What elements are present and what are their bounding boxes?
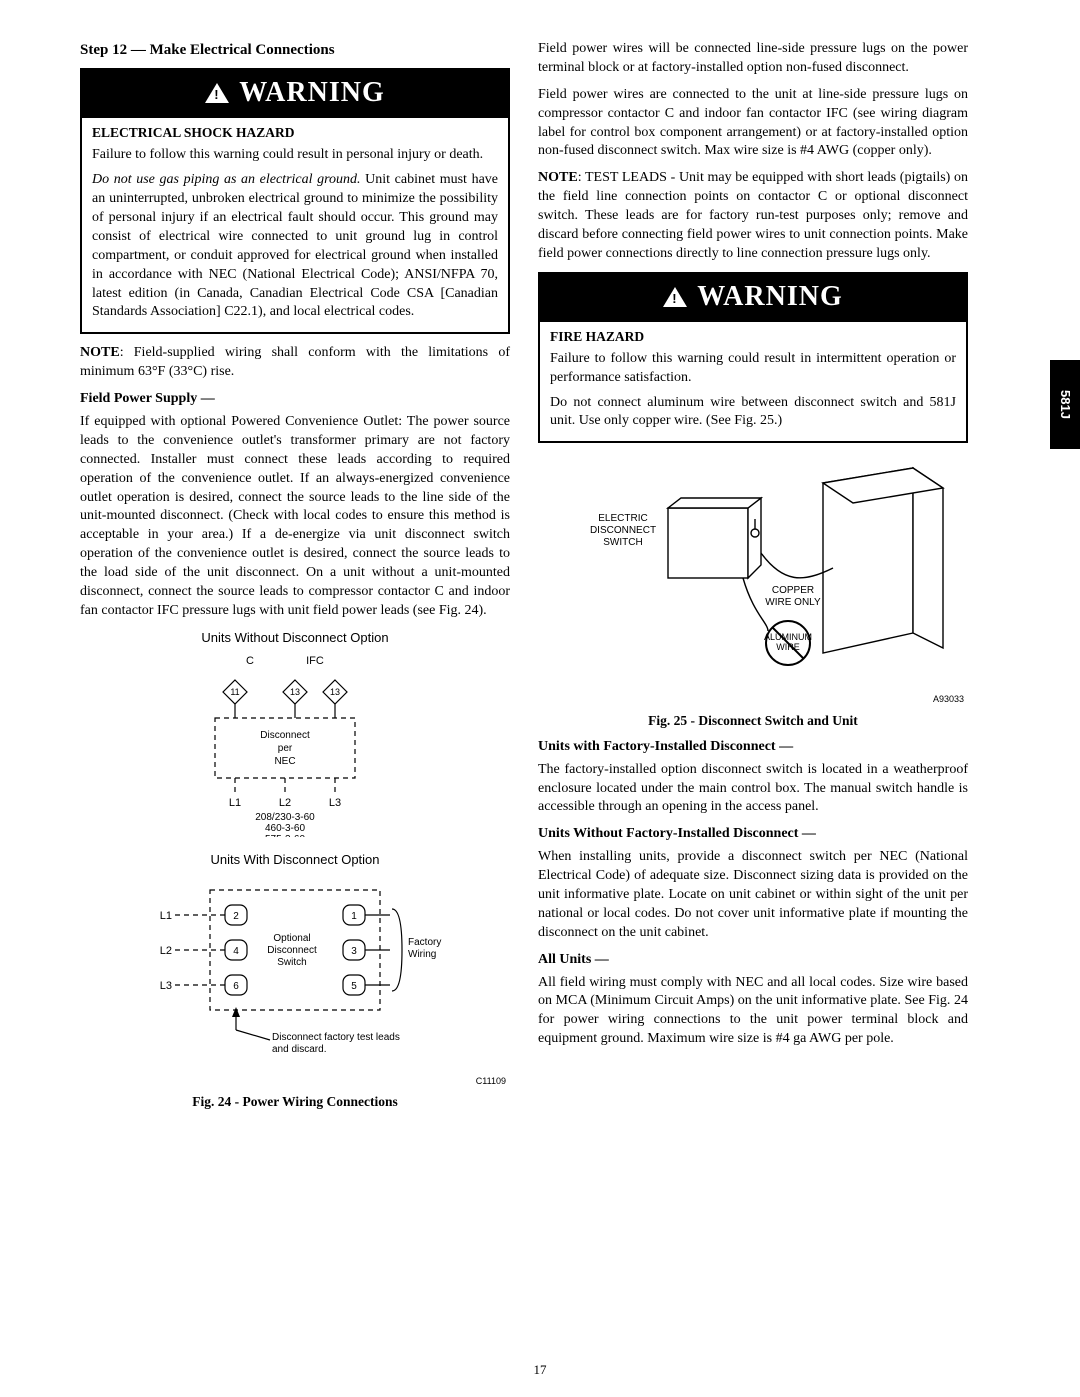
svg-text:2: 2 xyxy=(233,911,239,922)
svg-text:L3: L3 xyxy=(329,797,341,809)
right-h1: Units with Factory-Installed Disconnect … xyxy=(538,738,968,757)
svg-text:13: 13 xyxy=(330,687,340,697)
svg-text:Disconnect factory test leads: Disconnect factory test leads xyxy=(272,1032,400,1043)
right-h3: All Units — xyxy=(538,951,968,970)
svg-text:Disconnect: Disconnect xyxy=(267,945,317,956)
svg-text:L2: L2 xyxy=(279,797,291,809)
figure-24: Units Without Disconnect Option C IFC 11… xyxy=(80,629,510,1111)
fig25-caption: Fig. 25 - Disconnect Switch and Unit xyxy=(538,712,968,730)
disc-l3: NEC xyxy=(274,756,295,767)
svg-text:6: 6 xyxy=(233,981,239,992)
right-column: Field power wires will be connected line… xyxy=(538,40,968,1111)
warning-subhead-fire: FIRE HAZARD xyxy=(550,328,956,346)
right-p5: All field wiring must comply with NEC an… xyxy=(538,974,968,1050)
step-heading: Step 12 — Make Electrical Connections xyxy=(80,40,510,60)
warning-box-shock: WARNING ELECTRICAL SHOCK HAZARD Failure … xyxy=(80,68,510,334)
warning-p1: Failure to follow this warning could res… xyxy=(92,146,498,165)
warning-fire-p1: Failure to follow this warning could res… xyxy=(550,350,956,388)
svg-text:Optional: Optional xyxy=(273,933,310,944)
warning-triangle-icon xyxy=(663,287,687,307)
left-column: Step 12 — Make Electrical Connections WA… xyxy=(80,40,510,1111)
right-h2: Units Without Factory-Installed Disconne… xyxy=(538,825,968,844)
right-p4: When installing units, provide a disconn… xyxy=(538,848,968,942)
fig25-diagram: ELECTRIC DISCONNECT SWITCH COPPER WIRE O… xyxy=(543,453,963,693)
svg-text:IFC: IFC xyxy=(306,655,324,667)
svg-text:208/230-3-60: 208/230-3-60 xyxy=(255,812,315,823)
svg-text:C: C xyxy=(246,655,254,667)
page-columns: Step 12 — Make Electrical Connections WA… xyxy=(80,40,1020,1111)
svg-text:4: 4 xyxy=(233,946,239,957)
svg-text:13: 13 xyxy=(290,687,300,697)
fig24-diagram-b: L1 L2 L3 2 4 6 xyxy=(130,875,460,1075)
svg-text:SWITCH: SWITCH xyxy=(603,537,642,548)
svg-text:L2: L2 xyxy=(160,945,172,957)
warning-fire-p2: Do not connect aluminum wire between dis… xyxy=(550,394,956,432)
right-p2: Field power wires are connected to the u… xyxy=(538,86,968,162)
fig24-code: C11109 xyxy=(80,1075,510,1087)
svg-text:575-3-60: 575-3-60 xyxy=(265,834,305,837)
warning-triangle-icon xyxy=(205,83,229,103)
svg-text:Factory: Factory xyxy=(408,937,441,948)
warning-subhead: ELECTRICAL SHOCK HAZARD xyxy=(92,124,498,142)
warning-title-fire: WARNING xyxy=(697,278,842,316)
right-note-label: NOTE xyxy=(538,170,578,185)
svg-text:5: 5 xyxy=(351,981,357,992)
svg-text:Switch: Switch xyxy=(277,957,306,968)
right-p1: Field power wires will be connected line… xyxy=(538,40,968,78)
svg-text:DISCONNECT: DISCONNECT xyxy=(590,525,656,536)
disc-l2: per xyxy=(278,743,293,754)
warning-title: WARNING xyxy=(239,74,384,112)
disc-l1: Disconnect xyxy=(260,730,310,741)
page-number: 17 xyxy=(534,1361,547,1379)
svg-text:WIRE ONLY: WIRE ONLY xyxy=(765,597,821,608)
fig24-diagram-a: C IFC 11 13 13 xyxy=(165,652,425,837)
note-text: : Field-supplied wiring shall conform wi… xyxy=(80,345,510,379)
svg-text:L1: L1 xyxy=(229,797,241,809)
fig24-title-b: Units With Disconnect Option xyxy=(80,851,510,869)
warning-p2: Do not use gas piping as an electrical g… xyxy=(92,171,498,322)
svg-text:460-3-60: 460-3-60 xyxy=(265,823,305,834)
warning-p2-rest: Unit cabinet must have an uninterrupted,… xyxy=(92,172,498,319)
figure-25: ELECTRIC DISCONNECT SWITCH COPPER WIRE O… xyxy=(538,453,968,729)
svg-text:ALUMINUM: ALUMINUM xyxy=(764,632,812,642)
svg-text:and discard.: and discard. xyxy=(272,1044,326,1055)
svg-text:Wiring: Wiring xyxy=(408,949,436,960)
field-power-p1: If equipped with optional Powered Conven… xyxy=(80,413,510,621)
fig25-code: A93033 xyxy=(538,693,968,705)
fig24-title-a: Units Without Disconnect Option xyxy=(80,629,510,647)
warning-header-fire: WARNING xyxy=(540,274,966,322)
svg-text:11: 11 xyxy=(230,687,239,697)
fig24-caption: Fig. 24 - Power Wiring Connections xyxy=(80,1093,510,1111)
svg-text:L1: L1 xyxy=(160,910,172,922)
svg-text:3: 3 xyxy=(351,946,357,957)
right-note: NOTE: TEST LEADS - Unit may be equipped … xyxy=(538,169,968,263)
warning-body: ELECTRICAL SHOCK HAZARD Failure to follo… xyxy=(82,118,508,332)
svg-text:ELECTRIC: ELECTRIC xyxy=(598,513,647,524)
svg-text:COPPER: COPPER xyxy=(772,585,814,596)
right-note-text: : TEST LEADS - Unit may be equipped with… xyxy=(538,170,968,261)
svg-text:WIRE: WIRE xyxy=(776,642,800,652)
page-tab: 581J xyxy=(1050,360,1080,449)
note-para: NOTE: Field-supplied wiring shall confor… xyxy=(80,344,510,382)
svg-text:L3: L3 xyxy=(160,980,172,992)
warning-header: WARNING xyxy=(82,70,508,118)
right-p3: The factory-installed option disconnect … xyxy=(538,761,968,818)
note-label: NOTE xyxy=(80,345,120,360)
field-power-head: Field Power Supply — xyxy=(80,390,510,409)
warning-box-fire: WARNING FIRE HAZARD Failure to follow th… xyxy=(538,272,968,444)
warning-body-fire: FIRE HAZARD Failure to follow this warni… xyxy=(540,322,966,442)
warning-p2-italic: Do not use gas piping as an electrical g… xyxy=(92,172,361,187)
svg-text:1: 1 xyxy=(351,911,357,922)
